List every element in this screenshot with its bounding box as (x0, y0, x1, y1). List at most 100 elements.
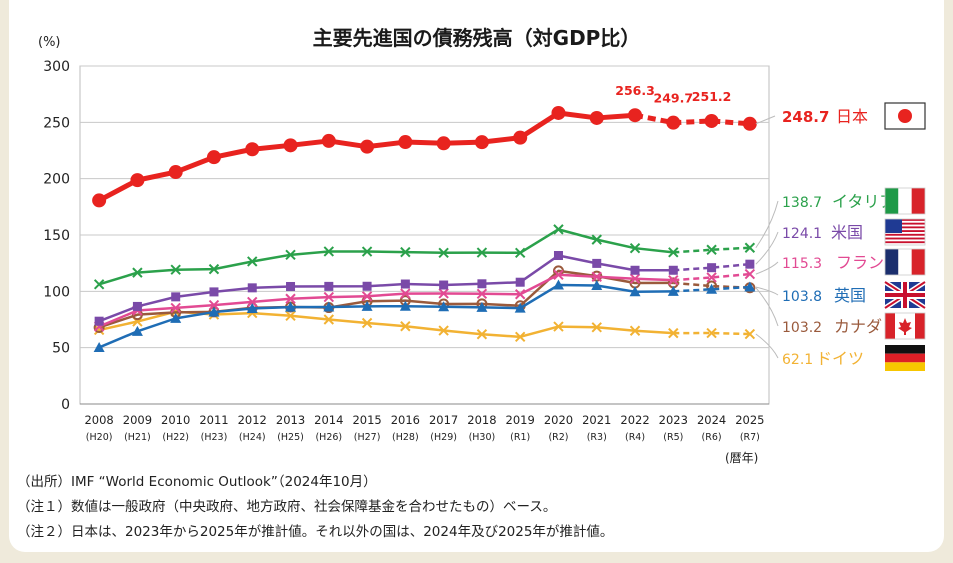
series-line-イタリア (98, 228, 674, 286)
flag-band (911, 188, 925, 214)
legend-connector (755, 333, 779, 359)
data-point-英国 (591, 279, 603, 290)
series-line-ドイツ (98, 310, 674, 339)
flag-band (885, 362, 925, 371)
data-point-イタリア (247, 256, 258, 267)
data-point-イタリア (553, 224, 564, 235)
legend-connector (755, 287, 779, 327)
flag-band (885, 345, 925, 354)
usa-flag-icon (884, 218, 926, 246)
data-point-フランス (285, 293, 296, 304)
x-tick-label: 2015 (352, 413, 381, 427)
data-point-イタリア (93, 279, 105, 290)
data-point-イタリア (706, 244, 717, 255)
data-point-イタリア (744, 242, 756, 253)
data-point-米国 (247, 283, 257, 293)
flag-leaf (898, 318, 912, 335)
legend-name: イタリア (832, 192, 895, 211)
data-point-ドイツ (591, 322, 602, 333)
x-tick-sublabel: (H27) (354, 432, 381, 443)
data-point-英国 (170, 312, 182, 323)
data-point-日本 (704, 113, 719, 128)
x-tick-label: 2024 (697, 413, 726, 427)
data-point-フランス (668, 274, 679, 286)
x-tick-sublabel: (H26) (315, 432, 342, 443)
x-tick-sublabel: (H29) (430, 432, 457, 443)
y-tick-label: 0 (61, 397, 70, 413)
data-point-米国 (630, 265, 640, 275)
data-point-英国 (552, 279, 564, 290)
x-tick-sublabel: (R5) (663, 432, 683, 443)
data-point-日本 (589, 110, 604, 125)
x-tick-label: 2020 (544, 413, 573, 427)
x-tick-label: 2011 (199, 413, 228, 427)
data-point-日本 (398, 135, 413, 150)
france-flag-icon (884, 248, 926, 276)
legend-value: 248.7 (782, 108, 829, 126)
flag-stripe (885, 226, 925, 229)
x-tick-sublabel: (R6) (702, 432, 722, 443)
flag-sun (898, 109, 912, 123)
data-point-英国 (285, 301, 297, 312)
data-point-英国 (246, 302, 258, 313)
chart-title: 主要先進国の債務残高（対GDP比） (312, 26, 641, 50)
data-point-イタリア (514, 247, 526, 259)
data-point-英国 (744, 281, 756, 292)
series-line-estimate-イタリア (673, 246, 750, 254)
data-point-日本 (474, 135, 489, 150)
data-point-英国 (514, 302, 526, 313)
legend-value: 138.7 (782, 195, 822, 211)
data-point-ドイツ (514, 331, 526, 343)
data-point-英国 (131, 325, 143, 336)
data-point-米国 (94, 316, 104, 326)
x-tick-sublabel: (R1) (510, 432, 530, 443)
flag-band (898, 249, 912, 275)
legend-name: 英国 (834, 286, 866, 305)
x-tick-label: 2017 (429, 413, 458, 427)
data-point-ドイツ (400, 321, 411, 332)
data-point-英国 (93, 341, 105, 352)
flag-stripe (885, 241, 925, 244)
flag-stripe (885, 237, 925, 240)
x-tick-label: 2012 (238, 413, 267, 427)
chart-card: 主要先進国の債務残高（対GDP比） （出所）IMF “World Economi… (9, 0, 944, 552)
data-point-ドイツ (361, 317, 373, 329)
data-point-日本 (742, 116, 757, 131)
x-tick-sublabel: (R7) (740, 432, 760, 443)
x-tick-sublabel: (H28) (392, 432, 419, 443)
data-point-米国 (592, 258, 602, 268)
data-point-ドイツ (629, 325, 641, 336)
data-point-日本 (551, 105, 566, 120)
x-tick-sublabel: (R2) (548, 432, 568, 443)
x-tick-sublabel: (H30) (469, 432, 496, 443)
flag-band (885, 313, 895, 339)
note-1: （注１）数値は一般政府（中央政府、地方政府、社会保障基金を合わせたもの）ベース。 (17, 499, 557, 515)
series-line-estimate-フランス (673, 272, 750, 282)
data-point-ドイツ (323, 314, 335, 325)
data-point-イタリア (323, 246, 335, 257)
data-point-日本 (628, 108, 643, 123)
series-line-英国 (98, 283, 674, 349)
flag-band (898, 188, 912, 214)
data-point-イタリア (668, 247, 679, 258)
x-tick-sublabel: (H20) (86, 432, 113, 443)
series-line-estimate-日本 (634, 112, 751, 127)
y-tick-label: 250 (43, 115, 70, 131)
legend-value: 62.1 (782, 352, 813, 368)
note-2: （注２）日本は、2023年から2025年が推計値。それ以外の国は、2024年及び… (17, 524, 614, 540)
x-tick-label: 2019 (506, 413, 535, 427)
data-point-英国 (361, 300, 373, 311)
flag-stripe (885, 233, 925, 236)
series-line-estimate-ドイツ (673, 331, 750, 336)
data-point-イタリア (208, 263, 220, 275)
japan-flag-icon (884, 102, 926, 130)
x-axis-label: (暦年) (725, 451, 758, 465)
flag-border (884, 218, 926, 246)
data-point-フランス (476, 288, 488, 300)
data-point-日本 (245, 142, 260, 157)
data-point-米国 (707, 263, 717, 273)
legend-connector (755, 115, 776, 125)
data-point-イタリア (285, 249, 296, 261)
flag-stripe (885, 219, 925, 221)
x-tick-label: 2018 (467, 413, 496, 427)
